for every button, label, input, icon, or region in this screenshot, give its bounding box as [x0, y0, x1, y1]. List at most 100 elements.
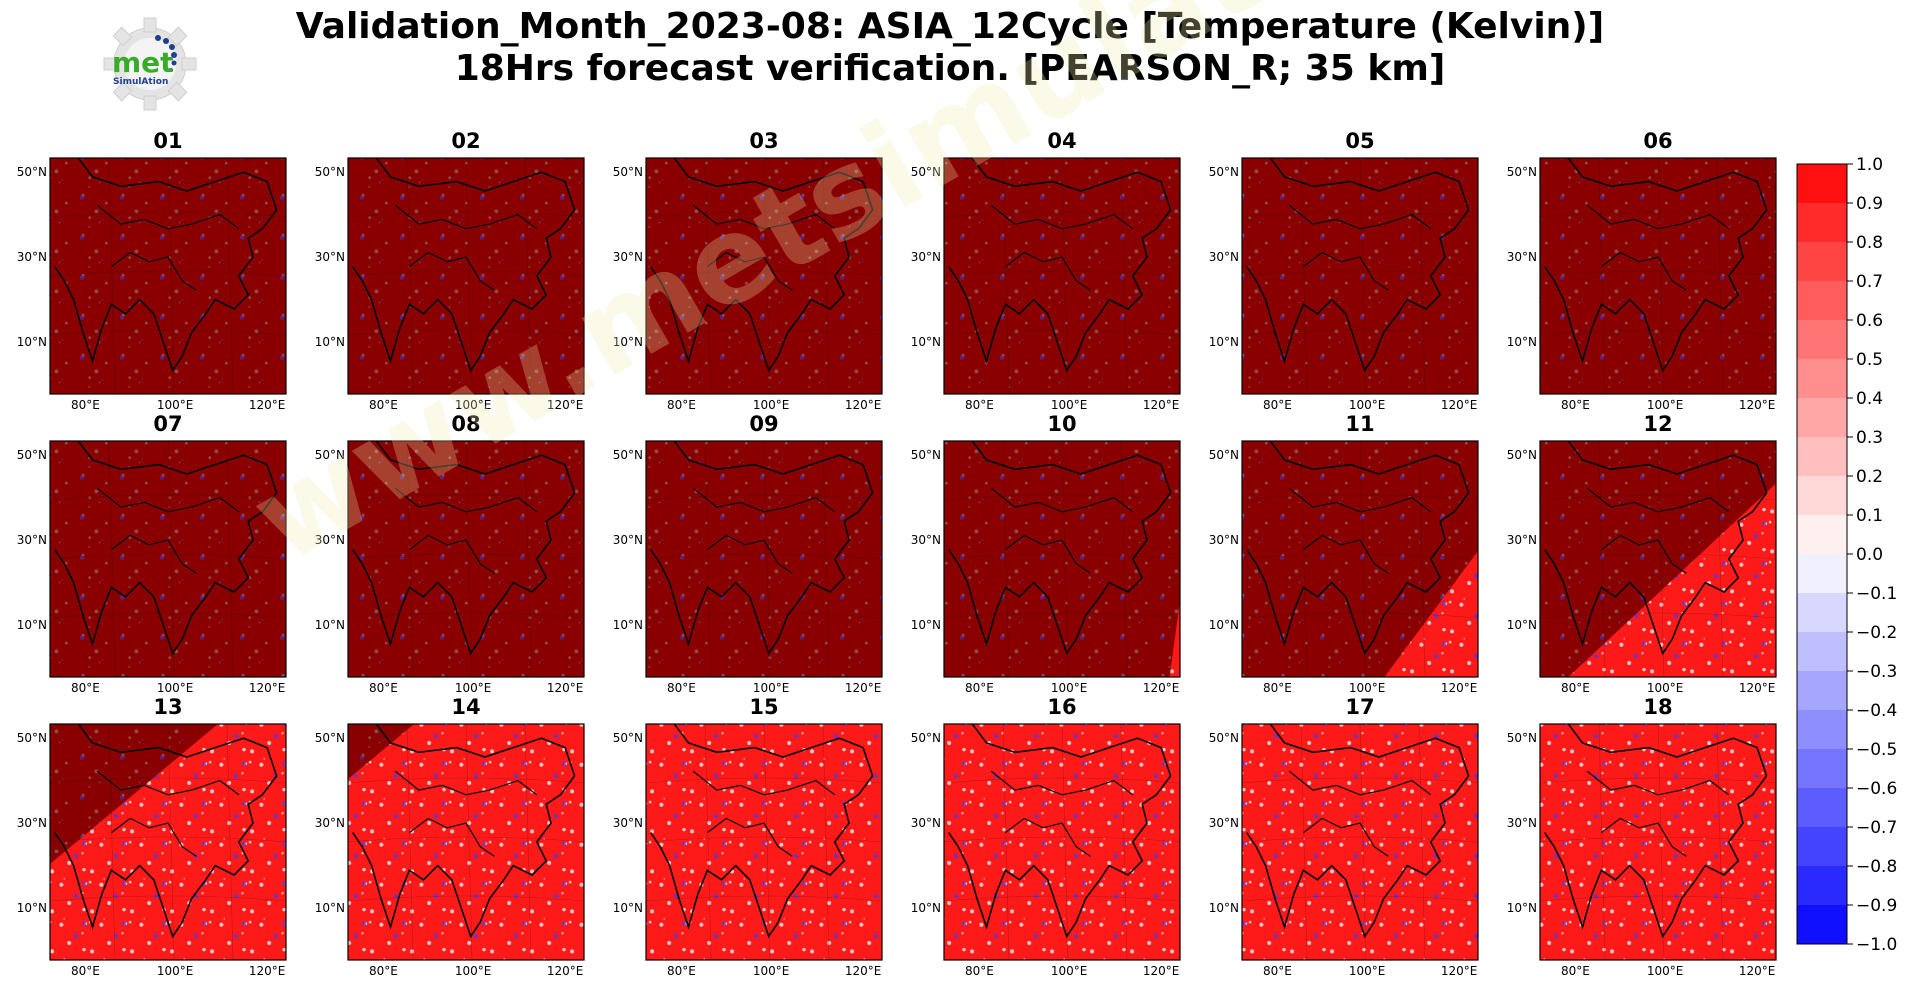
lat-tick-label: 50°N: [17, 165, 47, 179]
panel-title: 12: [1643, 412, 1672, 436]
lat-tick-label: 10°N: [911, 335, 941, 349]
panel-title: 02: [451, 129, 480, 153]
lat-tick-label: 30°N: [613, 533, 643, 547]
country-border: [1288, 204, 1432, 230]
lon-tick-label: 80°E: [369, 964, 398, 978]
lat-tick-label: 50°N: [315, 731, 345, 745]
lon-tick-label: 100°E: [157, 681, 194, 695]
colorbar-tick-label: −0.2: [1856, 623, 1897, 643]
lon-tick-label: 80°E: [667, 964, 696, 978]
colorbar-tick-label: 0.4: [1856, 389, 1883, 409]
coastline: [1246, 158, 1470, 373]
country-border: [1586, 204, 1730, 230]
colorbar-tick-label: −0.5: [1856, 740, 1897, 760]
colorbar-tick-label: −0.7: [1856, 818, 1897, 838]
lat-tick-label: 50°N: [1507, 448, 1537, 462]
map-panel: 12 50°N 30°N 10°N 80°E 100°E 120°E: [1507, 412, 1777, 695]
colorbar-tick-label: −1.0: [1856, 935, 1897, 955]
lon-tick-label: 120°E: [547, 681, 584, 695]
colorbar-tick-label: −0.3: [1856, 662, 1897, 682]
country-border: [692, 204, 836, 230]
colorbar-segment: [1797, 866, 1847, 906]
lat-tick-label: 30°N: [613, 250, 643, 264]
colorbar-segment: [1797, 515, 1847, 555]
panel-title: 03: [749, 129, 778, 153]
lat-tick-label: 30°N: [315, 816, 345, 830]
map-panel: 08 50°N 30°N 10°N 80°E 100°E 120°E: [315, 412, 585, 695]
panel-title: 01: [153, 129, 182, 153]
lon-tick-label: 80°E: [71, 964, 100, 978]
panel-frame: [943, 723, 1181, 961]
colorbar-tick-label: 0.8: [1856, 233, 1883, 253]
country-border: [692, 770, 836, 796]
colorbar-tick-label: −0.1: [1856, 584, 1897, 604]
map-panel: 18 50°N 30°N 10°N 80°E 100°E 120°E: [1507, 695, 1777, 978]
lat-tick-label: 50°N: [1507, 731, 1537, 745]
lon-tick-label: 80°E: [1561, 964, 1590, 978]
coastline: [650, 441, 874, 656]
colorbar-segment: [1797, 281, 1847, 321]
panel-frame: [1241, 440, 1479, 678]
lat-tick-label: 10°N: [1507, 618, 1537, 632]
lon-tick-label: 120°E: [1739, 681, 1776, 695]
colorbar-tick-label: 0.2: [1856, 467, 1883, 487]
lat-tick-label: 30°N: [17, 250, 47, 264]
lat-tick-label: 50°N: [17, 731, 47, 745]
map-panel: 15 50°N 30°N 10°N 80°E 100°E 120°E: [613, 695, 883, 978]
lon-tick-label: 120°E: [547, 398, 584, 412]
lon-tick-label: 80°E: [1263, 681, 1292, 695]
colorbar-tick-label: 0.3: [1856, 428, 1883, 448]
panel-title: 10: [1047, 412, 1076, 436]
lat-tick-label: 50°N: [911, 165, 941, 179]
lon-tick-label: 120°E: [845, 398, 882, 412]
lat-tick-label: 50°N: [315, 448, 345, 462]
colorbar-segment: [1797, 593, 1847, 633]
coastline: [650, 158, 874, 373]
colorbar-segment: [1797, 398, 1847, 438]
lat-tick-label: 30°N: [911, 816, 941, 830]
coastline: [1246, 441, 1470, 656]
lon-tick-label: 120°E: [249, 398, 286, 412]
coastline: [948, 158, 1172, 373]
lat-tick-label: 50°N: [911, 448, 941, 462]
lat-tick-label: 30°N: [17, 533, 47, 547]
lat-tick-label: 10°N: [1209, 901, 1239, 915]
lat-tick-label: 50°N: [1209, 448, 1239, 462]
lat-tick-label: 50°N: [1209, 731, 1239, 745]
country-border: [1303, 251, 1389, 291]
title-line-2: 18Hrs forecast verification. [PEARSON_R;…: [454, 48, 1446, 89]
lon-tick-label: 100°E: [1647, 681, 1684, 695]
panel-frame: [943, 440, 1181, 678]
country-border: [394, 204, 538, 230]
country-border: [1586, 487, 1730, 513]
country-border: [1601, 251, 1687, 291]
panel-frame: [49, 157, 287, 395]
coastline: [650, 724, 874, 939]
lat-tick-label: 30°N: [1507, 250, 1537, 264]
country-border: [692, 487, 836, 513]
lat-tick-label: 30°N: [613, 816, 643, 830]
panel-title: 11: [1345, 412, 1374, 436]
correlation-field-bright: [1540, 724, 1776, 960]
lon-tick-label: 120°E: [845, 681, 882, 695]
correlation-field-bright: [348, 724, 584, 960]
lon-tick-label: 100°E: [455, 681, 492, 695]
map-panel: 11 50°N 30°N 10°N 80°E 100°E 120°E: [1209, 412, 1479, 695]
panel-frame: [1539, 723, 1777, 961]
lon-tick-label: 80°E: [1263, 398, 1292, 412]
panel-frame: [347, 723, 585, 961]
panel-frame: [1539, 157, 1777, 395]
lon-tick-label: 120°E: [547, 964, 584, 978]
map-panel: 10 50°N 30°N 10°N 80°E 100°E 120°E: [911, 412, 1181, 695]
lon-tick-label: 120°E: [249, 681, 286, 695]
colorbar-segment: [1797, 476, 1847, 516]
figure-title: Validation_Month_2023-08: ASIA_12Cycle […: [240, 6, 1660, 90]
country-border: [111, 817, 197, 857]
lat-tick-label: 10°N: [17, 335, 47, 349]
country-border: [96, 770, 240, 796]
lat-tick-label: 30°N: [1507, 533, 1537, 547]
colorbar-segment: [1797, 242, 1847, 282]
lon-tick-label: 100°E: [455, 398, 492, 412]
coastline: [948, 441, 1172, 656]
lat-tick-label: 30°N: [911, 533, 941, 547]
